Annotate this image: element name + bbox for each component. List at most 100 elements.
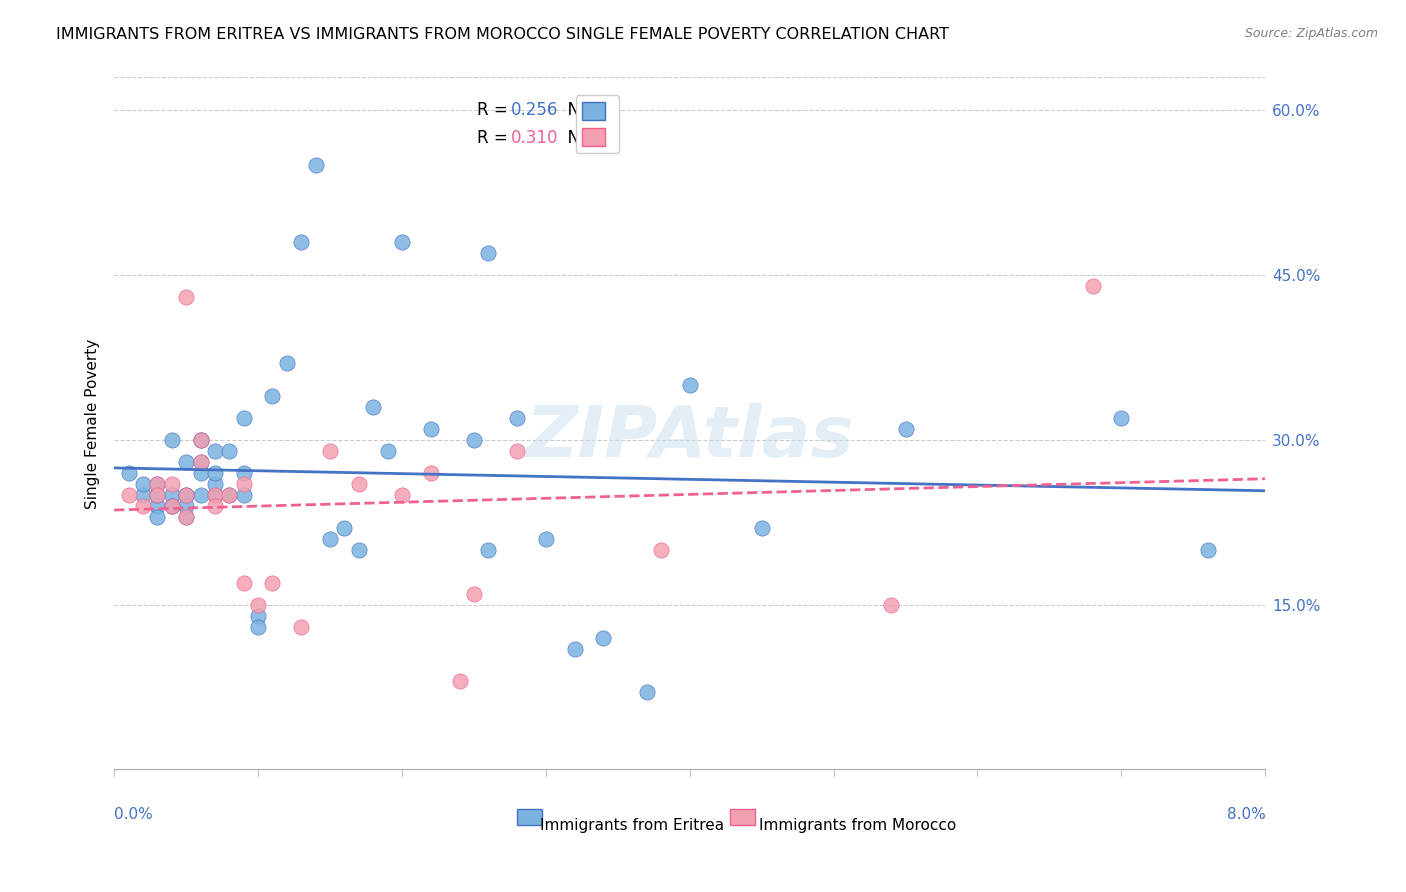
Point bbox=[751, 521, 773, 535]
Text: Source: ZipAtlas.com: Source: ZipAtlas.com bbox=[1244, 27, 1378, 40]
Point bbox=[204, 466, 226, 480]
Point bbox=[218, 443, 240, 458]
Text: Immigrants from Eritrea: Immigrants from Eritrea bbox=[540, 818, 724, 833]
Text: R =: R = bbox=[477, 129, 513, 147]
Text: IMMIGRANTS FROM ERITREA VS IMMIGRANTS FROM MOROCCO SINGLE FEMALE POVERTY CORRELA: IMMIGRANTS FROM ERITREA VS IMMIGRANTS FR… bbox=[56, 27, 949, 42]
Point bbox=[679, 378, 702, 392]
Point bbox=[190, 455, 212, 469]
Point bbox=[174, 509, 197, 524]
Point bbox=[333, 521, 356, 535]
Point bbox=[174, 455, 197, 469]
Point bbox=[377, 443, 399, 458]
Point bbox=[592, 631, 614, 645]
Point bbox=[190, 433, 212, 447]
Point bbox=[132, 476, 155, 491]
Point bbox=[304, 158, 326, 172]
Text: 8.0%: 8.0% bbox=[1226, 807, 1265, 822]
Point bbox=[247, 598, 270, 612]
Point bbox=[290, 619, 312, 633]
Point bbox=[419, 466, 441, 480]
Point bbox=[232, 575, 254, 590]
Point bbox=[190, 466, 212, 480]
Legend: , : , bbox=[576, 95, 619, 153]
Point bbox=[160, 488, 183, 502]
Point bbox=[391, 235, 413, 249]
Point bbox=[276, 356, 298, 370]
Point bbox=[347, 476, 370, 491]
Point bbox=[319, 443, 342, 458]
Point bbox=[218, 488, 240, 502]
Point bbox=[204, 476, 226, 491]
Point bbox=[146, 488, 169, 502]
Text: R =: R = bbox=[477, 102, 513, 120]
Point bbox=[160, 499, 183, 513]
Point bbox=[290, 235, 312, 249]
Point bbox=[347, 542, 370, 557]
Point bbox=[174, 488, 197, 502]
Point bbox=[262, 575, 284, 590]
Point bbox=[174, 488, 197, 502]
Point bbox=[361, 400, 384, 414]
Point bbox=[190, 455, 212, 469]
Point bbox=[894, 422, 917, 436]
Point bbox=[1197, 542, 1219, 557]
Text: N =: N = bbox=[557, 102, 605, 120]
Point bbox=[650, 542, 672, 557]
Point bbox=[204, 488, 226, 502]
Point bbox=[319, 532, 342, 546]
Point bbox=[160, 499, 183, 513]
Text: 0.256: 0.256 bbox=[512, 102, 558, 120]
Point bbox=[160, 499, 183, 513]
FancyBboxPatch shape bbox=[517, 809, 543, 825]
Text: Immigrants from Morocco: Immigrants from Morocco bbox=[759, 818, 956, 833]
Point bbox=[218, 488, 240, 502]
Point bbox=[117, 466, 139, 480]
Point bbox=[391, 488, 413, 502]
Point bbox=[880, 598, 903, 612]
Point bbox=[204, 488, 226, 502]
Point bbox=[146, 476, 169, 491]
Point bbox=[1081, 279, 1104, 293]
Point bbox=[232, 476, 254, 491]
Point bbox=[146, 499, 169, 513]
FancyBboxPatch shape bbox=[730, 809, 755, 825]
Point bbox=[477, 542, 499, 557]
Point bbox=[146, 476, 169, 491]
Point bbox=[419, 422, 441, 436]
Point bbox=[190, 433, 212, 447]
Y-axis label: Single Female Poverty: Single Female Poverty bbox=[86, 338, 100, 508]
Text: ZIPAtlas: ZIPAtlas bbox=[526, 402, 853, 472]
Point bbox=[506, 410, 529, 425]
Point bbox=[463, 586, 485, 600]
Point bbox=[262, 389, 284, 403]
Point bbox=[232, 410, 254, 425]
Point bbox=[174, 509, 197, 524]
Point bbox=[204, 499, 226, 513]
Point bbox=[190, 433, 212, 447]
Text: N =: N = bbox=[557, 129, 605, 147]
Point bbox=[564, 641, 586, 656]
Point bbox=[247, 608, 270, 623]
Point bbox=[204, 443, 226, 458]
Text: 56: 56 bbox=[592, 102, 613, 120]
Point bbox=[132, 499, 155, 513]
Point bbox=[232, 466, 254, 480]
Point bbox=[232, 488, 254, 502]
Point bbox=[534, 532, 557, 546]
Point bbox=[174, 290, 197, 304]
Point bbox=[247, 619, 270, 633]
Point bbox=[132, 488, 155, 502]
Text: 0.0%: 0.0% bbox=[114, 807, 153, 822]
Point bbox=[160, 476, 183, 491]
Text: 0.310: 0.310 bbox=[512, 129, 558, 147]
Point bbox=[146, 488, 169, 502]
Point bbox=[449, 674, 471, 689]
Point bbox=[117, 488, 139, 502]
Point bbox=[1111, 410, 1133, 425]
Point bbox=[174, 488, 197, 502]
Point bbox=[174, 499, 197, 513]
Point bbox=[636, 685, 658, 699]
Point bbox=[146, 509, 169, 524]
Point bbox=[160, 433, 183, 447]
Point bbox=[463, 433, 485, 447]
